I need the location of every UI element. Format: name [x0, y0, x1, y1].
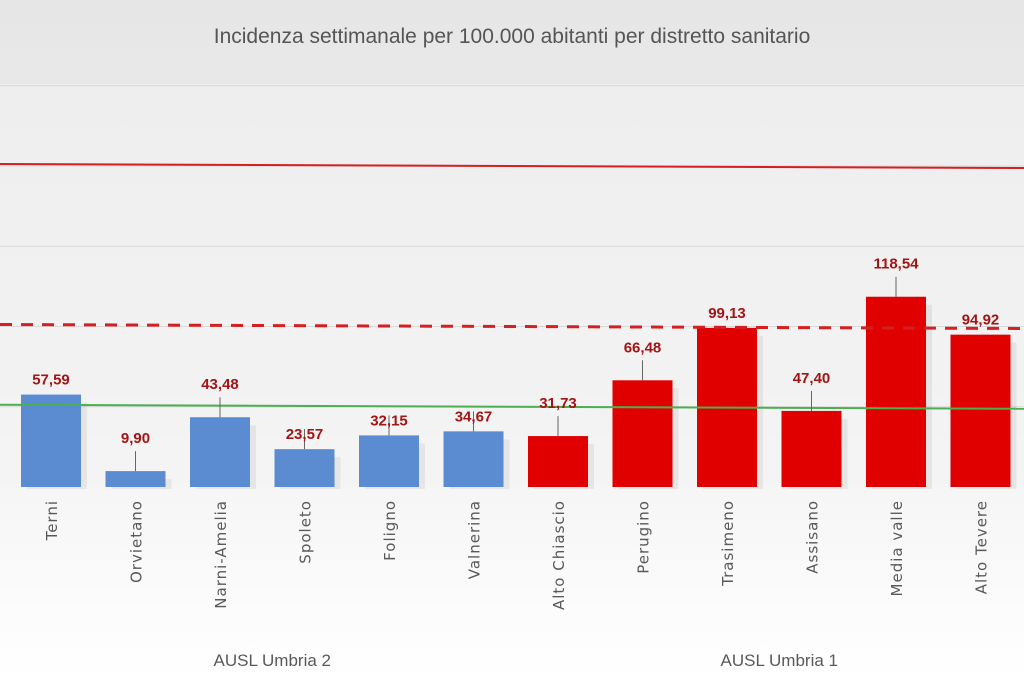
- group-label: AUSL Umbria 2: [214, 651, 331, 670]
- category-label: Foligno: [381, 500, 399, 561]
- reference-line: [0, 323, 1024, 330]
- chart-title: Incidenza settimanale per 100.000 abitan…: [214, 25, 811, 48]
- data-label: 57,59: [32, 372, 70, 389]
- category-label: Alto Chiascio: [550, 500, 568, 610]
- data-label: 66,48: [624, 339, 662, 356]
- plot-area: [0, 84, 1024, 487]
- data-label: 9,90: [121, 430, 150, 447]
- bar: [950, 334, 1011, 487]
- data-label: 32,15: [370, 412, 408, 429]
- category-label: Assisano: [804, 500, 822, 574]
- category-label: Perugino: [635, 500, 653, 574]
- data-label: 47,40: [793, 370, 831, 387]
- data-label: 94,92: [962, 312, 1000, 329]
- data-label: 99,13: [708, 305, 746, 322]
- category-label: Valnerina: [466, 500, 484, 579]
- category-label: Alto Tevere: [973, 500, 991, 594]
- bar: [866, 296, 926, 487]
- bar: [781, 410, 842, 487]
- data-label: 43,48: [201, 376, 239, 393]
- bar: [21, 394, 81, 487]
- data-label: 34,67: [455, 408, 493, 425]
- category-label: Trasimeno: [719, 500, 737, 587]
- bar: [105, 471, 166, 487]
- bar: [359, 435, 419, 487]
- data-label: 118,54: [873, 256, 919, 273]
- category-label: Spoleto: [297, 500, 315, 564]
- group-label: AUSL Umbria 1: [721, 651, 838, 670]
- bar: [274, 449, 335, 487]
- reference-line: [0, 163, 1024, 169]
- category-label: Media valle: [888, 500, 906, 596]
- bar: [443, 431, 504, 487]
- bar: [528, 436, 588, 487]
- reference-line: [0, 403, 1024, 410]
- data-label: 23,57: [286, 426, 324, 443]
- category-label: Terni: [43, 500, 61, 541]
- bar: [612, 380, 673, 487]
- data-label: 31,73: [539, 395, 577, 412]
- category-label: Narni-Amelia: [212, 500, 230, 609]
- bar: [190, 417, 250, 487]
- category-label: Orvietano: [128, 500, 146, 583]
